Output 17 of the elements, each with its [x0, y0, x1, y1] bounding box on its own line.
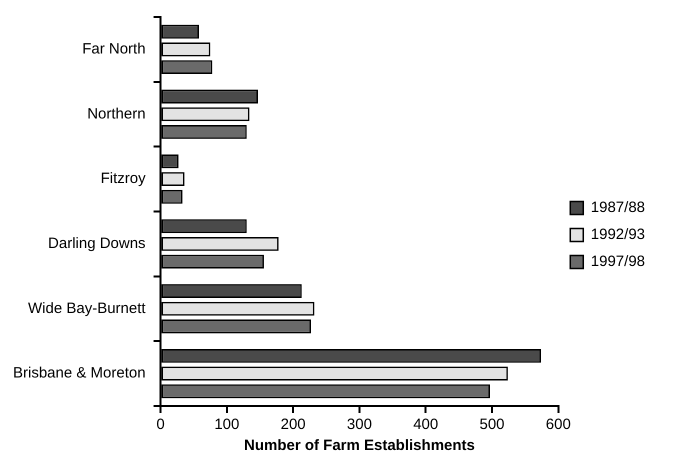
y-tick-label: Darling Downs — [48, 235, 146, 252]
x-tick-label: 100 — [214, 416, 240, 434]
y-tick-label: Northern — [87, 105, 146, 122]
y-tick-label: Far North — [82, 40, 146, 58]
x-tick-label: 200 — [280, 416, 306, 434]
y-tick-label: Wide Bay-Burnett — [28, 300, 146, 317]
y-tick-label: Brisbane & Moreton — [12, 364, 146, 382]
x-tick-label: 400 — [413, 416, 438, 434]
x-tick-label: 0 — [156, 416, 165, 434]
legend-label: 1997/98 — [590, 253, 646, 270]
x-tick-label: 500 — [479, 416, 505, 434]
legend-label: 1987/88 — [590, 199, 646, 216]
x-tick-label: 300 — [346, 416, 372, 434]
legend-label: 1992/93 — [590, 226, 646, 244]
y-tick-label: Fitzroy — [100, 170, 146, 188]
x-axis-title: Number of Farm Establishments — [244, 437, 475, 454]
x-tick-label: 600 — [546, 416, 571, 434]
